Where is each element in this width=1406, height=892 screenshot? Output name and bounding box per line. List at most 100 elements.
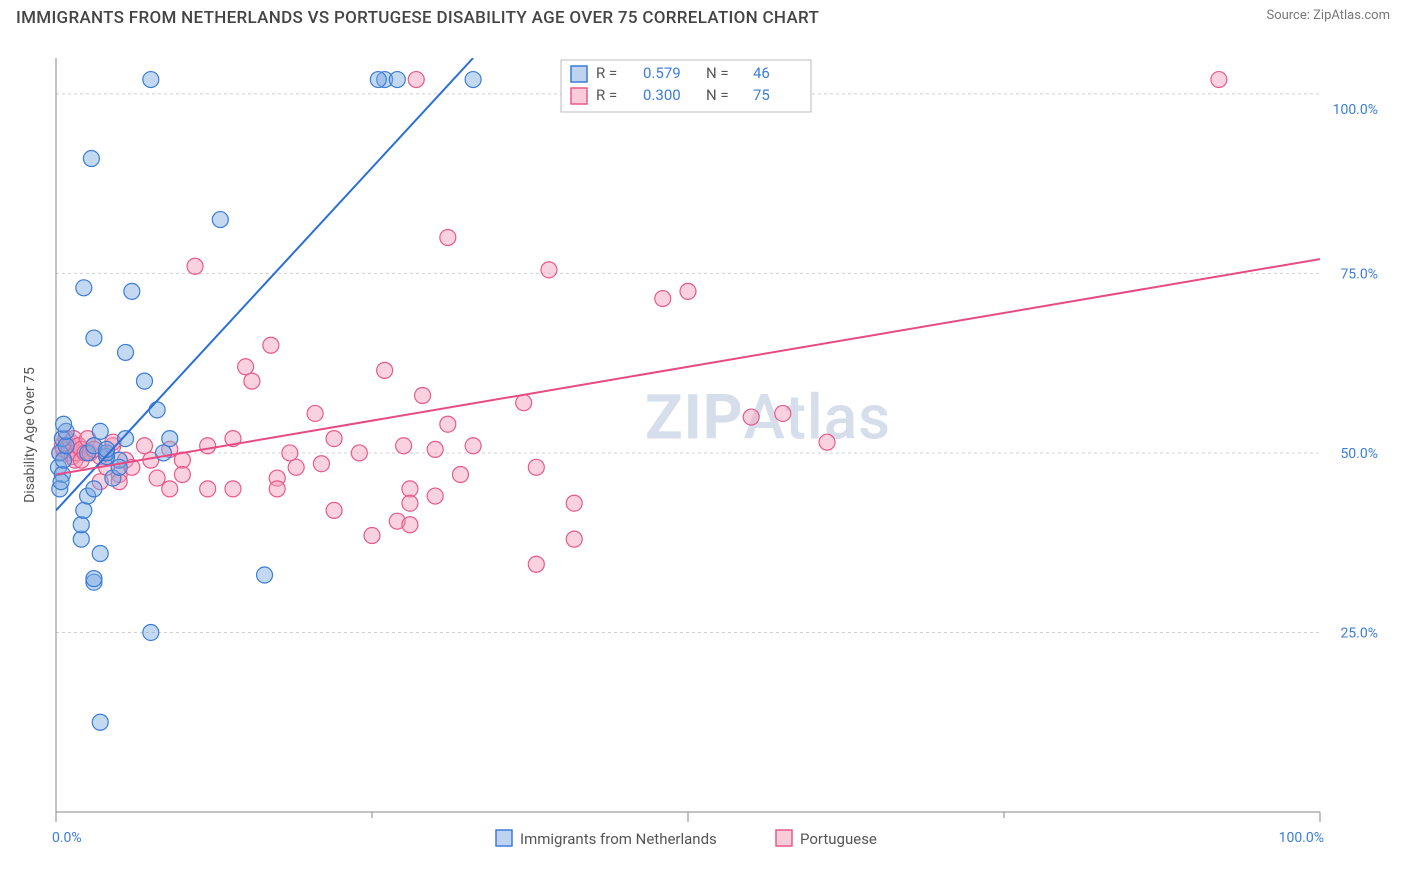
data-point [452,466,468,482]
data-point [136,373,152,389]
data-point [566,495,582,511]
data-point [73,517,89,533]
data-point [225,481,241,497]
data-point [86,571,102,587]
legend-r-label: R = [596,86,617,104]
data-point [143,624,159,640]
data-point [92,714,108,730]
legend-series-label: Portuguese [800,830,877,848]
data-point [655,291,671,307]
data-point [427,488,443,504]
data-point [465,438,481,454]
y-tick-label: 25.0% [1340,625,1378,641]
data-point [680,283,696,299]
data-point [364,528,380,544]
data-point [402,517,418,533]
legend-n-value: 75 [753,86,770,104]
legend-swatch [496,830,512,846]
data-point [76,280,92,296]
data-point [149,470,165,486]
data-point [440,416,456,432]
legend-r-value: 0.579 [643,64,681,82]
data-point [528,556,544,572]
data-point [238,359,254,375]
legend-swatch [571,66,587,82]
legend-n-value: 46 [753,64,770,82]
chart-title: IMMIGRANTS FROM NETHERLANDS VS PORTUGESE… [16,8,819,28]
legend-series-label: Immigrants from Netherlands [520,830,717,848]
data-point [743,409,759,425]
data-point [76,502,92,518]
data-point [92,423,108,439]
legend-r-value: 0.300 [643,86,681,104]
data-point [541,262,557,278]
data-point [326,431,342,447]
data-point [516,395,532,411]
data-point [83,151,99,167]
data-point [86,330,102,346]
data-point [269,481,285,497]
y-tick-label: 50.0% [1340,446,1378,462]
data-point [1211,72,1227,88]
data-point [370,72,386,88]
data-point [212,212,228,228]
data-point [263,337,279,353]
data-point [465,72,481,88]
data-point [136,438,152,454]
legend-swatch [776,830,792,846]
data-point [326,502,342,518]
data-point [775,405,791,421]
data-point [307,405,323,421]
data-point [566,531,582,547]
data-point [58,438,74,454]
data-point [118,431,134,447]
data-point [402,495,418,511]
data-point [427,441,443,457]
x-tick-label: 0.0% [52,830,82,846]
legend-swatch [571,88,587,104]
data-point [162,431,178,447]
data-point [111,459,127,475]
data-point [313,456,329,472]
data-point [257,567,273,583]
data-point [377,362,393,378]
y-axis-label: Disability Age Over 75 [22,367,38,503]
data-point [282,445,298,461]
data-point [187,258,203,274]
data-point [53,474,69,490]
data-point [440,230,456,246]
data-point [162,481,178,497]
data-point [396,438,412,454]
data-point [143,72,159,88]
data-point [124,283,140,299]
y-tick-label: 100.0% [1333,102,1378,118]
scatter-correlation-chart: Disability Age Over 75 25.0% 50.0% 75.0% 100… [20,40,1390,860]
data-point [819,434,835,450]
data-point [200,481,216,497]
watermark: ZIPAtlas [645,382,891,455]
data-point [351,445,367,461]
data-point [155,445,171,461]
chart-source: Source: ZipAtlas.com [1266,8,1390,23]
legend-r-label: R = [596,64,617,82]
chart-header: IMMIGRANTS FROM NETHERLANDS VS PORTUGESE… [0,0,1406,32]
data-point [408,72,424,88]
data-point [288,459,304,475]
data-point [415,388,431,404]
data-point [149,402,165,418]
data-point [56,452,72,468]
y-tick-label: 75.0% [1340,266,1378,282]
data-point [402,481,418,497]
data-point [92,545,108,561]
chart-svg: Disability Age Over 75 25.0% 50.0% 75.0% 100… [20,40,1390,860]
data-point [528,459,544,475]
data-point [244,373,260,389]
data-point [118,344,134,360]
data-point [56,416,72,432]
x-tick-label: 100.0% [1279,830,1324,846]
data-point [174,466,190,482]
data-point [73,531,89,547]
data-point [86,481,102,497]
legend-n-label: N = [706,64,729,82]
data-point [389,72,405,88]
